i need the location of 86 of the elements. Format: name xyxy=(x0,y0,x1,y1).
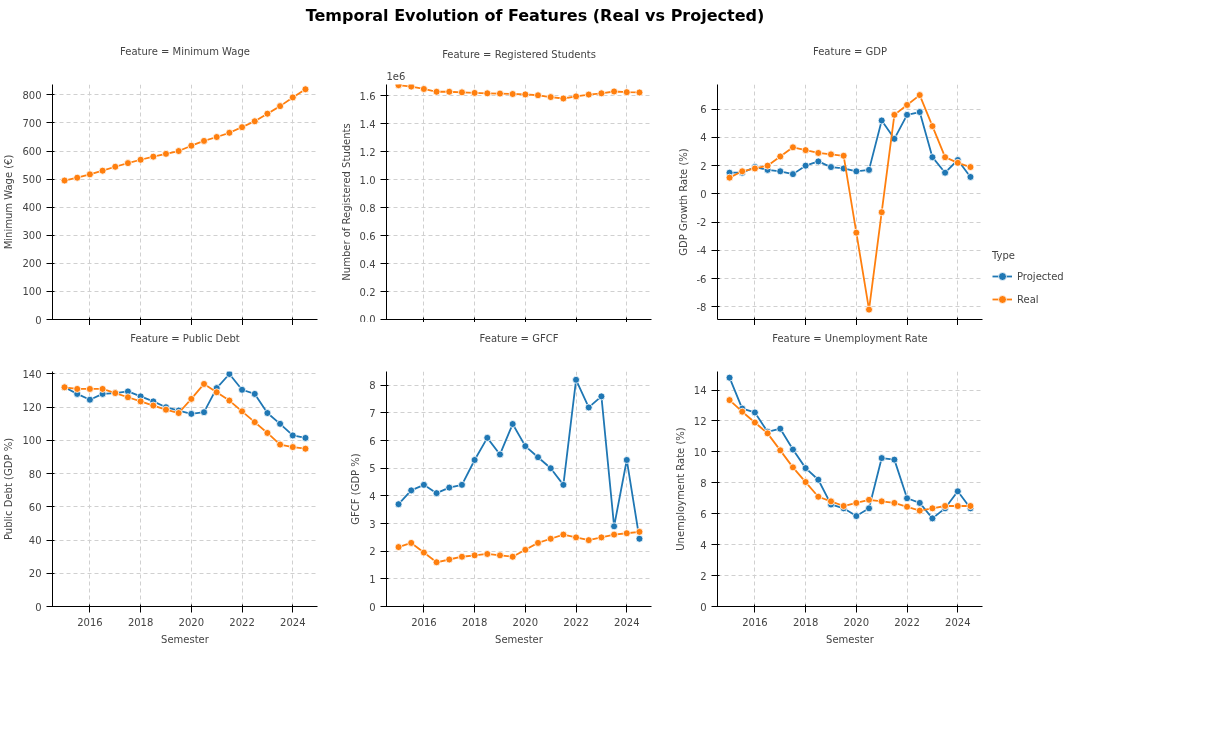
x-tick-label: 2024 xyxy=(614,616,640,628)
y-tick-label: 120 xyxy=(22,402,42,414)
y-tick-label: -8 xyxy=(696,301,707,313)
chart-title: Feature = Unemployment Rate xyxy=(772,332,928,344)
y-tick-label: 20 xyxy=(28,568,42,580)
y-tick-label: 3 xyxy=(369,518,376,530)
x-tick-label: 2022 xyxy=(894,616,920,628)
y-axis-title: Number of Registered Students xyxy=(340,123,352,281)
y-tick-label: 4 xyxy=(700,132,707,144)
y-tick-label: 6 xyxy=(700,104,707,116)
x-tick-label: 2022 xyxy=(563,616,589,628)
y-tick-label: 0.4 xyxy=(359,258,376,270)
y-tick-label: 1.0 xyxy=(359,174,376,186)
y-tick-label: 0.0 xyxy=(359,313,376,325)
y-tick-label: 0 xyxy=(35,314,42,326)
y-tick-label: 1 xyxy=(369,573,376,585)
chart-title: Feature = Public Debt xyxy=(130,332,240,344)
x-tick-label: 2016 xyxy=(77,616,103,628)
y-tick-label: 600 xyxy=(22,146,42,158)
text: 1e6 xyxy=(386,70,406,82)
x-axis-title: Semester xyxy=(495,633,544,645)
x-tick-label: 2022 xyxy=(229,616,255,628)
y-tick-label: 800 xyxy=(22,89,42,101)
y-tick-label: 500 xyxy=(22,174,42,186)
y-tick-label: 2 xyxy=(700,570,707,582)
y-tick-label: 400 xyxy=(22,202,42,214)
y-tick-label: 4 xyxy=(700,539,707,551)
y-tick-label: -2 xyxy=(696,217,707,229)
y-tick-label: -6 xyxy=(696,273,707,285)
y-tick-label: 0.6 xyxy=(359,230,376,242)
y-tick-label: 100 xyxy=(22,435,42,447)
x-tick-label: 2020 xyxy=(512,616,539,628)
y-tick-label: 0.2 xyxy=(359,286,376,298)
y-tick-label: 2 xyxy=(700,160,707,172)
y-tick-label: 0 xyxy=(700,188,707,200)
chart-title: Feature = GFCF xyxy=(479,332,559,344)
y-axis-title: GDP Growth Rate (%) xyxy=(677,148,689,256)
y-axis-title: Unemployment Rate (%) xyxy=(674,427,686,551)
chart-title: Feature = GDP xyxy=(813,45,888,57)
y-tick-label: 0 xyxy=(35,601,42,613)
chart-title: Feature = Registered Students xyxy=(442,48,596,60)
y-tick-label: 4 xyxy=(369,490,376,502)
x-axis-title: Semester xyxy=(161,633,210,645)
y-axis-title: Public Debt (GDP %) xyxy=(3,437,15,541)
y-tick-label: 5 xyxy=(369,463,376,475)
x-tick-label: 2020 xyxy=(843,616,870,628)
y-tick-label: 140 xyxy=(22,368,42,380)
y-tick-label: 1.2 xyxy=(359,146,376,158)
x-tick-label: 2024 xyxy=(945,616,971,628)
y-tick-label: 0.8 xyxy=(359,202,376,214)
y-tick-label: 7 xyxy=(369,407,376,419)
x-tick-label: 2024 xyxy=(280,616,306,628)
x-tick-label: 2016 xyxy=(742,616,768,628)
y-tick-label: 0 xyxy=(369,601,376,613)
y-tick-label: 1.4 xyxy=(359,118,376,130)
legend-label: Real xyxy=(1017,293,1039,305)
y-tick-label: 200 xyxy=(22,258,42,270)
y-tick-label: 14 xyxy=(693,385,707,397)
x-tick-label: 2018 xyxy=(461,616,488,628)
x-tick-label: 2020 xyxy=(178,616,205,628)
y-tick-label: 300 xyxy=(22,230,42,242)
x-axis-title: Semester xyxy=(826,633,875,645)
y-tick-label: 6 xyxy=(369,435,376,447)
y-tick-label: 100 xyxy=(22,286,42,298)
y-tick-label: 0 xyxy=(700,601,707,613)
text: Temporal Evolution of Features (Real vs Projected) xyxy=(305,5,765,27)
x-tick-label: 2016 xyxy=(411,616,437,628)
y-tick-label: 12 xyxy=(693,415,707,427)
y-tick-label: 2 xyxy=(369,546,376,558)
y-tick-label: 6 xyxy=(700,508,707,520)
y-tick-label: 8 xyxy=(700,477,707,489)
legend-label: Projected xyxy=(1017,270,1064,282)
x-tick-label: 2018 xyxy=(127,616,154,628)
y-axis-title: GFCF (GDP %) xyxy=(350,453,362,525)
legend-title: Type xyxy=(992,250,1016,261)
x-tick-label: 2018 xyxy=(792,616,819,628)
y-tick-label: 8 xyxy=(369,380,376,392)
y-tick-label: -4 xyxy=(696,245,707,257)
y-tick-label: 60 xyxy=(28,501,42,513)
chart-title: Feature = Minimum Wage xyxy=(120,45,250,57)
y-tick-label: 1.6 xyxy=(359,90,376,102)
y-tick-label: 10 xyxy=(693,446,707,458)
y-tick-label: 700 xyxy=(22,117,42,129)
y-axis-title: Minimum Wage (€) xyxy=(3,154,15,250)
y-tick-label: 80 xyxy=(28,468,42,480)
y-tick-label: 40 xyxy=(28,535,42,547)
